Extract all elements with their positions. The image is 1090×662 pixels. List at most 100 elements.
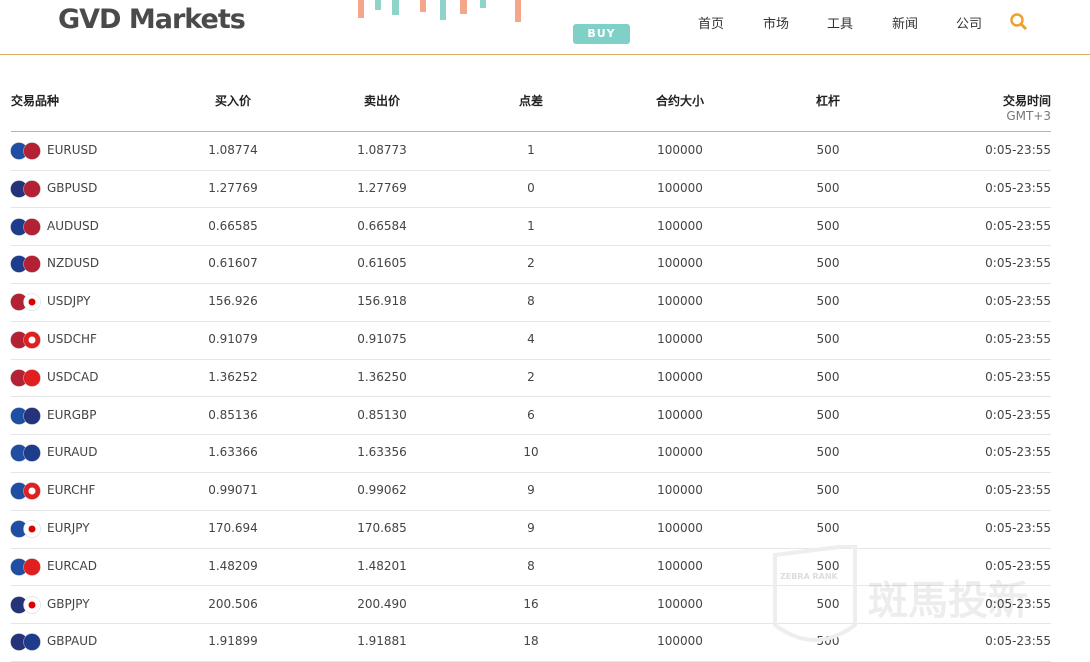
symbol[interactable]: GBPUSD: [47, 180, 98, 195]
cell-value: 0:05-23:55: [985, 445, 1051, 460]
column-header: 杠杆: [815, 94, 840, 108]
symbol[interactable]: EURCAD: [47, 558, 97, 573]
cell-value: 0:05-23:55: [985, 332, 1051, 346]
column-header: 点差: [518, 94, 543, 108]
cell-value: 500: [816, 218, 840, 233]
symbol[interactable]: USDCHF: [47, 332, 97, 346]
symbol[interactable]: NZDUSD: [47, 256, 100, 271]
cell-value: 100000: [657, 256, 703, 271]
flag-icon: [10, 482, 41, 500]
cell-value: 0:05-23:55: [985, 218, 1051, 233]
cell-value: 2: [527, 369, 535, 384]
nav-item[interactable]: 首页: [698, 17, 725, 32]
cell-value: 1.36252: [208, 369, 258, 384]
cell-value: 100000: [657, 143, 703, 157]
symbol[interactable]: GBPAUD: [47, 634, 98, 649]
cell-value: 0.85136: [208, 407, 258, 422]
cell-value: 500: [816, 521, 840, 535]
cell-value: 0.91079: [208, 332, 258, 346]
cell-value: 170.694: [208, 521, 258, 535]
cell-value: 500: [816, 558, 840, 573]
cell-value: 100000: [657, 369, 703, 384]
cell-value: 1.91881: [357, 634, 407, 649]
row-divider: [11, 471, 1051, 473]
column-header: 卖出价: [363, 94, 400, 108]
cell-value: 0:05-23:55: [985, 521, 1051, 535]
cell-value: 500: [816, 483, 840, 498]
row-divider: [11, 434, 1051, 436]
cell-value: 18: [523, 634, 539, 649]
nav-item[interactable]: 新闻: [892, 17, 919, 32]
cell-value: 170.685: [357, 521, 407, 535]
cell-value: 1.08774: [208, 143, 258, 157]
cell-value: 100000: [657, 483, 703, 498]
cell-value: 6: [527, 407, 535, 422]
symbol[interactable]: EURAUD: [47, 445, 98, 460]
cell-value: 1: [527, 143, 535, 157]
cell-value: 2: [527, 256, 535, 271]
row-divider: [11, 396, 1051, 398]
cell-value: 1.48209: [208, 558, 258, 573]
cell-value: 16: [523, 596, 539, 611]
cell-value: 0:05-23:55: [985, 407, 1051, 422]
cell-value: 0.85130: [357, 407, 407, 422]
column-header: 交易品种: [11, 94, 60, 108]
cell-value: 100000: [657, 180, 703, 195]
cell-value: 0.91075: [357, 332, 407, 346]
cell-value: 100000: [657, 218, 703, 233]
symbol[interactable]: EURUSD: [47, 143, 98, 157]
cell-value: 8: [527, 294, 535, 309]
column-header: 交易时间: [1002, 94, 1051, 108]
cell-value: 1.91899: [208, 634, 258, 649]
row-divider: [11, 245, 1051, 247]
cell-value: 0.61607: [208, 256, 258, 271]
symbol[interactable]: USDCAD: [47, 369, 99, 384]
symbol[interactable]: EURJPY: [47, 521, 90, 535]
symbol[interactable]: EURGBP: [47, 407, 97, 422]
flag-icon: [10, 217, 41, 236]
flag-icon: [10, 142, 41, 160]
watermark-shield: [773, 545, 857, 642]
flag-icon: [10, 444, 41, 463]
symbol[interactable]: USDJPY: [47, 294, 91, 309]
row-divider: [11, 169, 1051, 171]
column-header: 合约大小: [655, 94, 704, 108]
cell-value: 0:05-23:55: [985, 294, 1051, 309]
row-divider: [11, 320, 1051, 322]
cell-value: 0.61605: [357, 256, 407, 271]
row-divider: [11, 358, 1051, 360]
watermark-brand: ZEBRA RANK: [780, 572, 838, 581]
flag-icon: [10, 633, 41, 652]
cell-value: 4: [527, 332, 535, 346]
cell-value: 1.36250: [357, 369, 407, 384]
symbol[interactable]: GBPJPY: [47, 596, 90, 611]
buy-badge[interactable]: BUY: [587, 27, 616, 40]
nav-item[interactable]: 公司: [956, 17, 983, 32]
search-icon[interactable]: [1009, 12, 1029, 32]
cell-value: 200.506: [208, 596, 258, 611]
nav-item[interactable]: 工具: [827, 17, 854, 32]
cell-value: 0:05-23:55: [985, 180, 1051, 195]
banner-art: [358, 0, 630, 44]
logo[interactable]: GVD Markets: [58, 4, 246, 35]
flag-icon: [10, 293, 41, 311]
cell-value: 100000: [657, 445, 703, 460]
cell-value: 0:05-23:55: [985, 558, 1051, 573]
cell-value: 0:05-23:55: [985, 483, 1051, 498]
cell-value: 100000: [657, 558, 703, 573]
cell-value: 500: [816, 256, 840, 271]
cell-value: 1.27769: [208, 180, 258, 195]
cell-value: 1.63356: [357, 445, 407, 460]
nav-item[interactable]: 市场: [763, 17, 790, 32]
cell-value: 9: [527, 483, 535, 498]
flag-icon: [10, 558, 41, 576]
watermark-text: 斑馬投新: [868, 578, 1028, 624]
flag-icon: [10, 255, 41, 274]
row-divider: [11, 282, 1051, 284]
symbol[interactable]: EURCHF: [47, 483, 96, 498]
cell-value: 0.99062: [357, 483, 407, 498]
cell-value: 500: [816, 180, 840, 195]
symbol[interactable]: AUDUSD: [47, 218, 99, 233]
cell-value: 1.27769: [357, 180, 407, 195]
column-header: 买入价: [214, 94, 251, 108]
